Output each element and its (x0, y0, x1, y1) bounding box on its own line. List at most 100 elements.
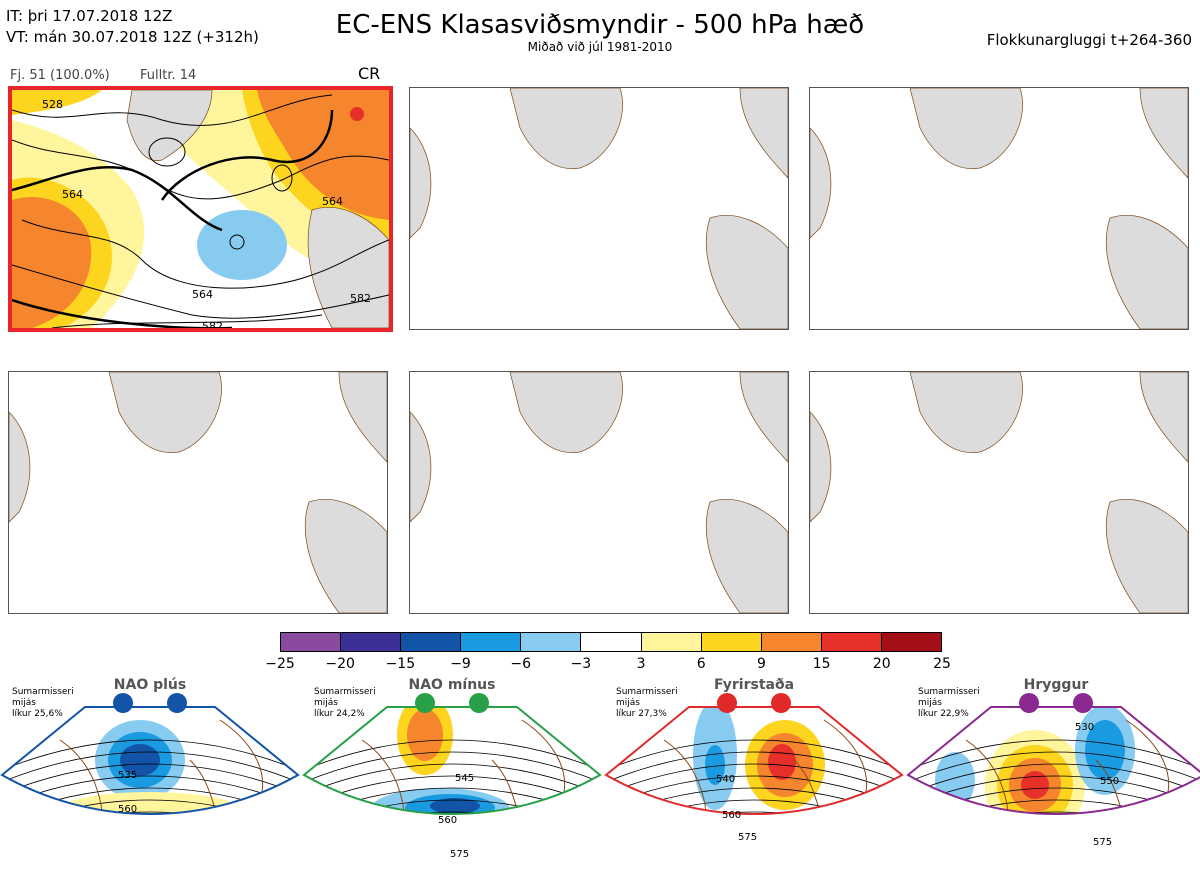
height-contour (606, 811, 902, 815)
height-contour (0, 836, 310, 871)
anomaly-colorbar (280, 632, 942, 652)
cluster-panel-4[interactable] (8, 371, 388, 614)
height-contour (606, 739, 902, 776)
base-map (9, 372, 387, 613)
regime-title: Fyrirstaða (713, 677, 795, 693)
colorbar-tick-label: 9 (756, 656, 766, 672)
contour-label: 575 (738, 832, 757, 843)
colorbar-tick-label: −25 (265, 656, 295, 672)
colorbar-segment (761, 633, 822, 651)
height-contour (908, 751, 1200, 788)
page-subtitle: Miðað við júl 1981-2010 (527, 40, 673, 54)
colorbar-tick-label: 6 (696, 656, 706, 672)
regime-fan-border (302, 706, 602, 816)
colorbar-tick-label: −6 (510, 656, 532, 672)
height-contour (304, 799, 600, 815)
regime-probability-note: Sumarmisseri mijás líkur 24,2% (314, 687, 376, 720)
height-contour (908, 811, 1200, 815)
height-contour (908, 799, 1200, 815)
member-count-label: Fj. 51 (100.0%) (10, 68, 110, 83)
cluster-panel-6[interactable] (809, 371, 1189, 614)
height-contour (606, 751, 902, 788)
cluster-panel-2[interactable] (409, 87, 789, 330)
colorbar-tick-label: −3 (570, 656, 592, 672)
height-contour (2, 763, 298, 800)
classification-window: Flokkunargluggi t+264-360 (986, 31, 1192, 49)
height-contour (304, 739, 600, 776)
regime-probability-note: Sumarmisseri mijás líkur 27,3% (616, 687, 678, 720)
regime-note-line: Sumarmisseri (918, 687, 980, 697)
initial-time: IT: þri 17.07.2018 12Z (6, 7, 173, 25)
base-map (410, 88, 788, 329)
height-contour (896, 836, 1200, 871)
anomaly-fill (935, 752, 975, 808)
colorbar-segment (881, 633, 942, 651)
contour-label: 530 (1075, 722, 1094, 733)
contour-label: 560 (438, 815, 457, 826)
anomaly-fill (1085, 720, 1125, 780)
colorbar-segment (341, 633, 402, 651)
cluster-panel-1[interactable]: 528 564 564 564 582 582 (8, 86, 393, 332)
representative-member-label: Fulltr. 14 (140, 68, 197, 83)
regime-marker-dot (771, 693, 791, 713)
regime-probability-note: Sumarmisseri mijás líkur 22,9% (918, 687, 980, 720)
regime-note-line: líkur 24,2% (314, 709, 365, 719)
base-map (810, 372, 1188, 613)
contour-label: 564 (192, 288, 213, 301)
contour-label: 560 (722, 810, 741, 821)
colorbar-segment (641, 633, 702, 651)
height-contour (896, 824, 1200, 859)
regime-title: NAO plús (113, 677, 187, 693)
contour-label: 540 (716, 774, 735, 785)
height-contour (0, 824, 310, 859)
regime-fan-border (604, 706, 904, 816)
height-contour (304, 763, 600, 800)
regime-note-line: mijás (314, 698, 338, 708)
contour-label: 575 (450, 849, 469, 860)
colorbar-tick-label: −20 (325, 656, 355, 672)
header-info: IT: þri 17.07.2018 12Z VT: mán 30.07.201… (6, 6, 259, 48)
colorbar-ticks: −25 −20 −15 −9 −6 −3 3 6 9 15 20 25 (260, 656, 962, 676)
contour-label: 582 (350, 292, 371, 305)
colorbar-segment (581, 633, 642, 651)
contour-label: 545 (455, 773, 474, 784)
anomaly-fill (1014, 851, 1046, 863)
regime-marker-dot (1073, 693, 1093, 713)
regime-marker-dot (1019, 693, 1039, 713)
regime-marker-dot (415, 693, 435, 713)
colorbar-tick-label: 15 (812, 656, 831, 672)
regime-code: CR (358, 64, 381, 83)
regime-marker-dot (469, 693, 489, 713)
height-contour (606, 763, 902, 800)
height-contour (2, 751, 298, 788)
regime-note-line: Sumarmisseri (12, 687, 74, 697)
colorbar-tick-label: −9 (450, 656, 471, 672)
regime-marker-dot (167, 693, 187, 713)
valid-time: VT: mán 30.07.2018 12Z (+312h) (6, 28, 259, 46)
regime-fan-border (0, 706, 300, 816)
anomaly-fill (768, 744, 796, 780)
colorbar-tick-label: 25 (933, 656, 951, 672)
colorbar-segment (521, 633, 582, 651)
height-contour (908, 739, 1200, 776)
cluster-panel-3[interactable] (809, 87, 1189, 330)
regime-note-line: Sumarmisseri (314, 687, 376, 697)
height-contour (304, 811, 600, 815)
page-title: EC-ENS Klasasviðsmyndir - 500 hPa hæð (335, 10, 865, 40)
base-map (410, 372, 788, 613)
regime-map: 540 560 575 (604, 693, 904, 843)
regime-marker-dot (717, 693, 737, 713)
contour-label: 564 (62, 188, 83, 201)
regime-marker-dot (113, 693, 133, 713)
colorbar-segment (401, 633, 462, 651)
regime-note-line: mijás (12, 698, 36, 708)
height-contour (908, 763, 1200, 800)
anomaly-fill (60, 792, 240, 815)
contour-label: 550 (1100, 776, 1119, 787)
anomaly-fill (407, 709, 443, 761)
regime-note-line: líkur 27,3% (616, 709, 667, 719)
regime-title: NAO mínus (408, 677, 496, 693)
regime-fan-border (906, 706, 1200, 816)
contour-label: 564 (322, 195, 343, 208)
cluster-panel-5[interactable] (409, 371, 789, 614)
